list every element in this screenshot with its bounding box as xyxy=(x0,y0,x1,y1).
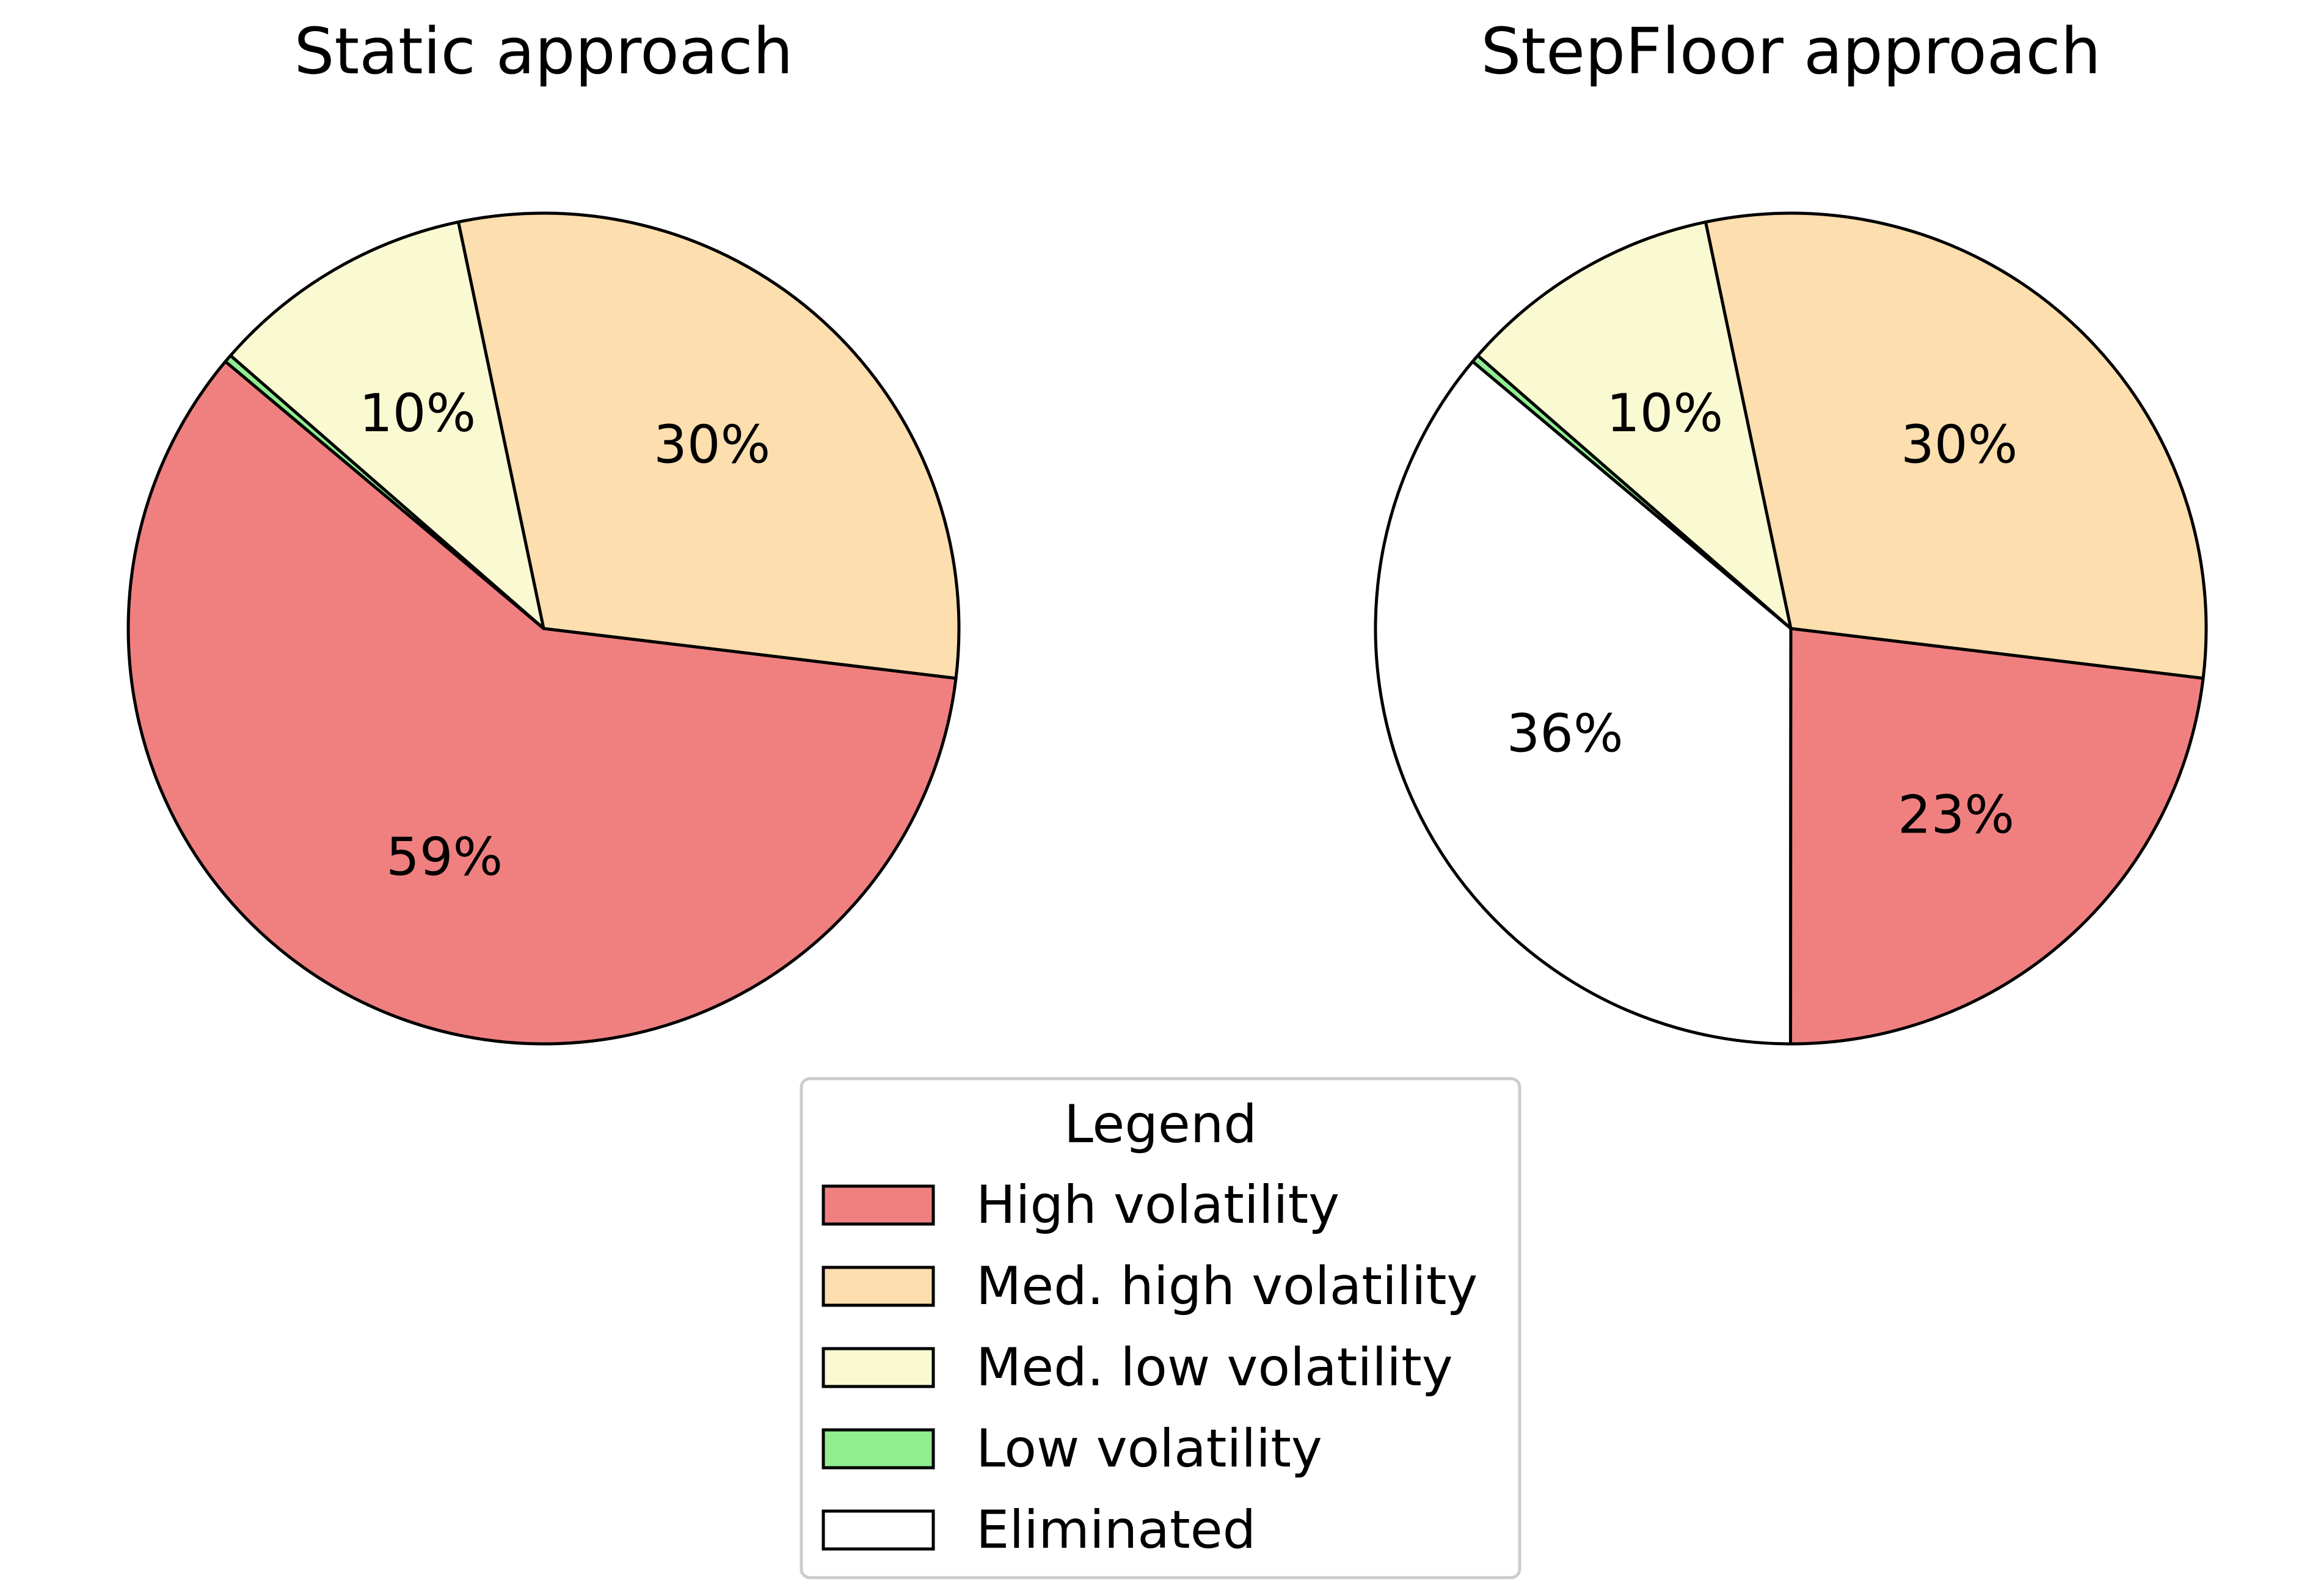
legend-swatch-med-high-volatility xyxy=(822,1266,935,1307)
pie-labels-static: 59% 30% 10% xyxy=(359,383,770,887)
legend-label-low-volatility: Low volatility xyxy=(976,1418,1322,1479)
pie-chart-stepfloor: StepFloor approach 36% 23% 30% 10% xyxy=(1374,14,2208,1046)
legend-label-high-volatility: High volatility xyxy=(976,1175,1339,1236)
legend-label-med-high-volatility: Med. high volatility xyxy=(976,1256,1477,1317)
pie-labels-stepfloor: 36% 23% 30% 10% xyxy=(1507,383,2018,845)
pie-slice-stepfloor-high-volatility xyxy=(1789,627,2205,1046)
pie-pct-label-static-med-high-volatility: 30% xyxy=(654,414,770,475)
pie-slice-static-high-volatility xyxy=(126,360,958,1046)
legend-swatch-low-volatility xyxy=(822,1428,935,1470)
pie-pct-label-stepfloor-med-low-volatility: 10% xyxy=(1606,383,1723,444)
pie-slice-static-low-volatility xyxy=(224,354,545,630)
legend-frame xyxy=(800,1077,1521,1580)
pie-slice-stepfloor-low-volatility xyxy=(1471,354,1793,630)
pie-pct-label-static-med-low-volatility: 10% xyxy=(359,383,476,444)
pie-slice-static-med-high-volatility xyxy=(456,211,961,680)
pie-slices-stepfloor xyxy=(1374,211,2208,1046)
pie-slices-static xyxy=(126,211,961,1046)
pie-pct-label-stepfloor-eliminated: 36% xyxy=(1507,703,1623,764)
legend-label-eliminated: Eliminated xyxy=(976,1499,1256,1561)
pie-title-static: Static approach xyxy=(294,14,793,89)
legend-label-med-low-volatility: Med. low volatility xyxy=(976,1337,1453,1398)
pie-slice-stepfloor-eliminated xyxy=(1374,360,1793,1046)
legend-swatch-high-volatility xyxy=(822,1184,935,1226)
pie-slice-static-med-low-volatility xyxy=(228,220,545,630)
pie-title-stepfloor: StepFloor approach xyxy=(1481,14,2101,89)
pie-pct-label-stepfloor-med-high-volatility: 30% xyxy=(1901,414,2017,475)
pie-pct-label-stepfloor-high-volatility: 23% xyxy=(1898,784,2014,845)
legend-title: Legend xyxy=(1064,1094,1257,1155)
pie-pct-label-static-high-volatility: 59% xyxy=(386,826,503,887)
legend-swatch-med-low-volatility xyxy=(822,1347,935,1388)
pie-slice-stepfloor-med-low-volatility xyxy=(1476,220,1793,630)
pie-chart-static: Static approach 59% 30% 10% xyxy=(126,14,961,1046)
legend-items: High volatility Med. high volatility Med. … xyxy=(822,1175,1477,1561)
legend-swatch-eliminated xyxy=(822,1509,935,1551)
legend: Legend High volatility Med. high volatili… xyxy=(800,1077,1521,1580)
pie-slice-stepfloor-med-high-volatility xyxy=(1703,211,2208,680)
